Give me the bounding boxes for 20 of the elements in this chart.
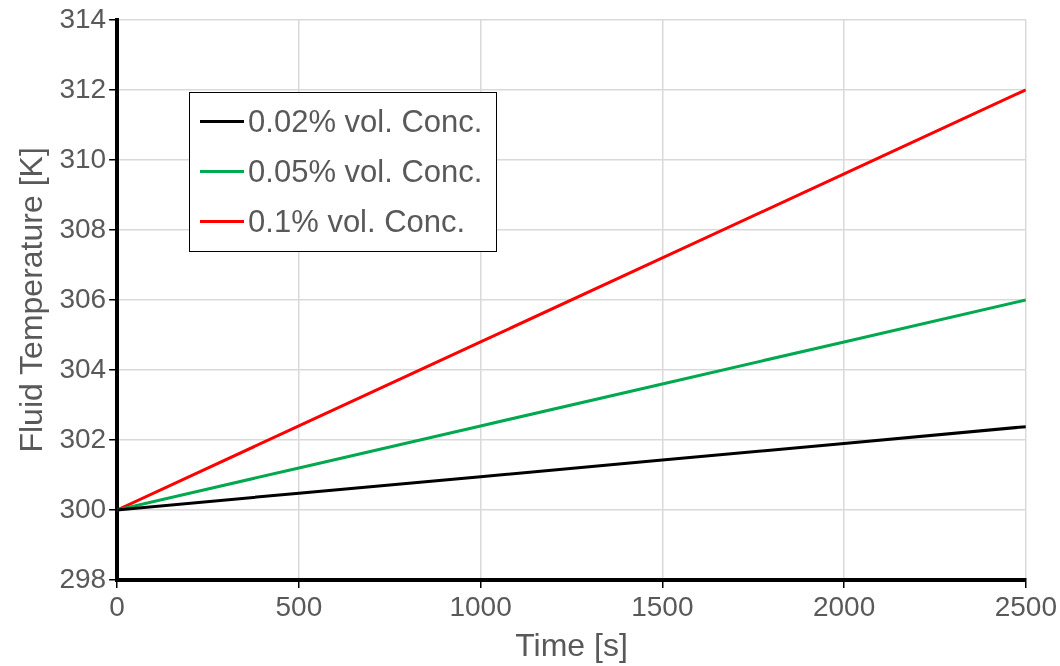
- y-tick-label: 310: [59, 142, 107, 174]
- y-tick-label: 304: [59, 352, 107, 384]
- y-tick-label: 306: [59, 282, 107, 314]
- x-tick-label: 2000: [812, 590, 876, 622]
- y-tick-label: 314: [59, 2, 107, 34]
- x-tick-label: 2500: [994, 590, 1057, 622]
- legend-label: 0.02% vol. Conc.: [248, 103, 483, 140]
- y-axis-title: Fluid Temperature [K]: [13, 147, 50, 453]
- y-tick-label: 308: [59, 212, 107, 244]
- y-tick-label: 302: [59, 422, 107, 454]
- x-tick-label: 500: [275, 590, 323, 622]
- x-tick-label: 1000: [449, 590, 512, 622]
- y-tick-label: 298: [59, 562, 107, 594]
- x-axis-title: Time [s]: [515, 626, 628, 663]
- legend-label: 0.05% vol. Conc.: [248, 153, 483, 190]
- x-tick-label: 1500: [631, 590, 694, 622]
- y-tick-label: 300: [59, 492, 107, 524]
- legend-label: 0.1% vol. Conc.: [248, 203, 466, 240]
- y-tick-label: 312: [59, 72, 107, 104]
- x-tick-label: 0: [109, 590, 125, 622]
